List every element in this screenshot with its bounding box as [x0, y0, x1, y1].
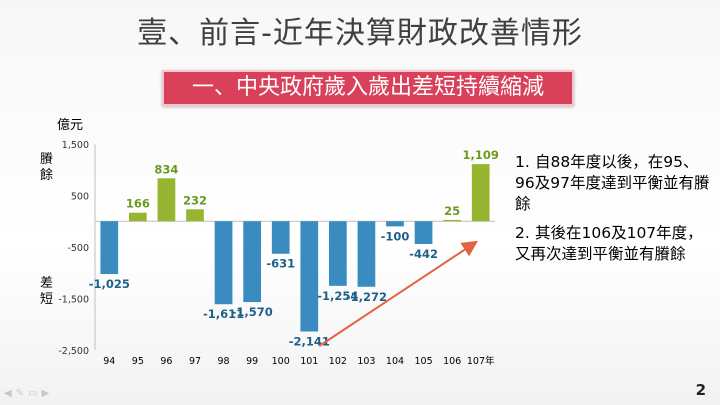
note-item: 1. 自88年度以後，在95、96及97年度達到平衡並有賸餘	[515, 152, 715, 215]
bar-106	[443, 219, 461, 222]
bar-value-label: 834	[154, 162, 178, 176]
x-tick-label: 104	[386, 356, 404, 367]
slideshow-toolbar: ◀✎▭▶	[4, 388, 53, 399]
bar-value-label: -631	[266, 257, 295, 271]
bar-105	[414, 221, 433, 245]
deficit-axis-label: 差短	[40, 276, 54, 307]
bar-value-label: -1,254	[317, 289, 358, 303]
page-number: 2	[695, 381, 706, 399]
note-number: 2.	[515, 224, 530, 242]
x-tick-label: 102	[329, 356, 347, 367]
bar-100	[271, 221, 290, 254]
bar-102	[329, 221, 347, 286]
note-number: 1.	[515, 153, 530, 171]
bar-value-label: -442	[409, 247, 438, 261]
x-tick-label: 100	[272, 356, 290, 367]
bar-value-label: -1,570	[232, 305, 273, 319]
surplus-axis-label: 賸餘	[40, 152, 54, 183]
bar-value-label: -2,141	[289, 335, 330, 349]
bar-103	[357, 221, 376, 287]
bar-96	[157, 178, 176, 222]
note-text: 自88年度以後，在95、96及97年度達到平衡並有賸餘	[515, 153, 710, 213]
x-tick-label: 98	[218, 356, 230, 367]
bar-value-label: 1,109	[463, 148, 499, 162]
bar-97	[186, 209, 204, 222]
y-tick-label: -2,500	[58, 346, 89, 357]
slides-icon[interactable]: ▭	[28, 388, 42, 399]
bar-value-label: -100	[381, 229, 410, 243]
bar-value-label: 166	[126, 197, 150, 211]
x-tick-label: 106	[443, 356, 461, 367]
note-text: 其後在106及107年度，又再次達到平衡並有賸餘	[515, 224, 703, 263]
arrow-right-icon[interactable]: ▶	[41, 388, 54, 399]
deficit-bar-chart: 1,500 500 -500 -1,500 -2,500 -1,025 166 834 232…	[58, 140, 499, 367]
bar-101	[300, 221, 319, 332]
bar-107年	[471, 164, 490, 222]
y-tick-label: 500	[71, 192, 89, 203]
y-tick-label: 1,500	[62, 140, 89, 151]
x-tick-label: 99	[246, 356, 258, 367]
x-tick-label: 97	[189, 356, 201, 367]
x-tick-label: 95	[132, 356, 144, 367]
y-tick-label: -1,500	[58, 295, 89, 306]
pen-icon[interactable]: ✎	[15, 388, 29, 399]
arrow-left-icon[interactable]: ◀	[4, 388, 16, 399]
x-tick-label: 96	[160, 356, 172, 367]
y-unit-label: 億元	[57, 118, 84, 133]
x-tick-label: 103	[357, 356, 375, 367]
notes-list: 1. 自88年度以後，在95、96及97年度達到平衡並有賸餘 2. 其後在106及1…	[515, 152, 715, 273]
bar-95	[129, 212, 147, 222]
x-tick-label: 107年	[467, 355, 495, 367]
slide-title: 壹、前言-近年決算財政改善情形	[137, 16, 583, 51]
bar-value-label: 232	[183, 193, 207, 207]
bar-98	[214, 221, 233, 305]
bar-94	[100, 221, 119, 275]
bar-value-label: 25	[444, 204, 460, 218]
bar-value-label: -1,025	[89, 277, 130, 291]
note-item: 2. 其後在106及107年度，又再次達到平衡並有賸餘	[515, 223, 715, 265]
bar-value-label: -1,272	[346, 290, 387, 304]
x-tick-label: 101	[300, 356, 318, 367]
bar-104	[386, 221, 404, 227]
section-banner: 一、中央政府歲入歲出差短持續縮減	[162, 70, 574, 106]
bar-99	[243, 221, 261, 303]
x-tick-label: 105	[415, 356, 433, 367]
bar-value-label: -1,611	[203, 307, 244, 321]
x-tick-label: 94	[103, 356, 115, 367]
trend-arrow	[318, 240, 479, 347]
y-tick-label: -500	[67, 243, 89, 254]
